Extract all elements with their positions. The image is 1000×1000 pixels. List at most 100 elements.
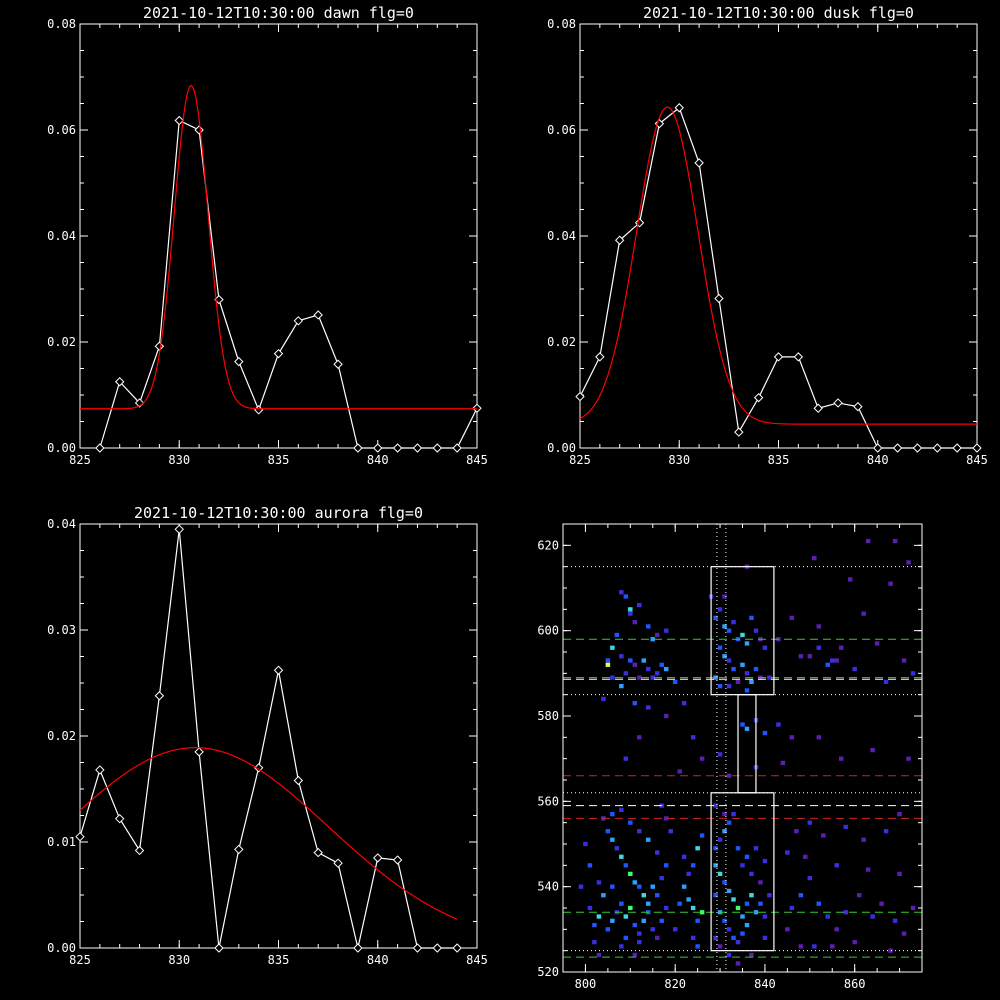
heatmap-cell (726, 820, 732, 825)
y-tick-label: 560 (537, 794, 559, 808)
heatmap-cell (677, 769, 682, 774)
data-point-marker (714, 293, 724, 304)
data-point-marker (595, 352, 605, 362)
heatmap-cell (650, 884, 655, 889)
heatmap-cell (762, 935, 768, 940)
heatmap-cell (821, 833, 826, 838)
x-tick-label: 825 (569, 453, 591, 467)
heatmap-cell (628, 607, 633, 612)
heatmap-cell (722, 624, 727, 629)
heatmap-cell (789, 905, 795, 911)
heatmap-cell (713, 893, 718, 898)
heatmap-cell (785, 850, 790, 855)
heatmap-cell (713, 803, 718, 808)
x-tick-label: 845 (466, 453, 488, 467)
heatmap-cell (628, 905, 633, 911)
heatmap-cell (614, 632, 620, 638)
heatmap-cell (910, 671, 916, 676)
heatmap-cell (807, 654, 813, 659)
heatmap-cell (619, 807, 624, 812)
heatmap-cell (803, 854, 808, 859)
heatmap-cell (632, 662, 638, 667)
heatmap-cell (865, 538, 871, 544)
heatmap-cell (856, 893, 862, 898)
heatmap-cell (767, 675, 772, 680)
fit-curve (80, 84, 477, 410)
heatmap-cell (628, 871, 633, 876)
heatmap-cell (807, 820, 813, 825)
heatmap-cell (753, 846, 759, 851)
heatmap-cell (726, 628, 732, 633)
heatmap-cell (722, 654, 727, 659)
heatmap-cell (722, 918, 727, 923)
heatmap-cell (610, 675, 615, 680)
heatmap-cell (695, 918, 700, 923)
data-point-marker (174, 115, 184, 126)
x-tick-label: 825 (69, 953, 91, 967)
heatmap-cell (654, 935, 660, 940)
heatmap-cell (901, 658, 907, 663)
data-point-marker (432, 443, 443, 453)
heatmap-cell (637, 829, 642, 834)
heatmap-cell (632, 922, 638, 928)
data-point-marker (674, 103, 684, 113)
heatmap-cell (888, 581, 893, 586)
x-tick-label: 860 (844, 977, 866, 991)
x-tick-label: 830 (168, 953, 190, 967)
data-point-marker (95, 443, 105, 453)
heatmap-cell (605, 658, 611, 663)
heatmap-cell (654, 893, 660, 898)
data-point-marker (452, 443, 462, 453)
y-tick-label: 0.02 (47, 335, 76, 349)
heatmap-cell (722, 594, 727, 599)
heatmap-cell (596, 880, 602, 885)
x-tick-label: 835 (768, 453, 790, 467)
heatmap-cell (870, 748, 875, 753)
y-tick-label: 0.01 (47, 835, 76, 849)
panel-3: 800 820 840 860 520 540 560 580 600 620 (537, 523, 923, 991)
heatmap-cell (753, 628, 759, 633)
heatmap-cell (816, 901, 822, 906)
heatmap-cell (744, 901, 750, 906)
data-point-marker (614, 235, 625, 245)
data-point-marker (793, 352, 804, 362)
y-tick-label: 0.06 (47, 123, 76, 137)
data-point-marker (174, 524, 184, 535)
y-tick-label: 520 (537, 965, 559, 979)
data-point-marker (773, 352, 784, 362)
heatmap-cell (632, 952, 638, 958)
heatmap-cell (654, 632, 660, 638)
heatmap-cell (762, 730, 768, 736)
heatmap-cell (619, 901, 624, 906)
heatmap-cell (686, 871, 691, 876)
heatmap-cell (726, 773, 732, 778)
heatmap-cell (663, 713, 669, 719)
data-point-marker (813, 403, 823, 413)
x-tick-label: 835 (268, 453, 290, 467)
heatmap-cell (780, 760, 786, 766)
heatmap-cell (812, 944, 817, 949)
heatmap-cell (628, 820, 633, 825)
heatmap-cell (623, 863, 629, 868)
heatmap-cell (713, 846, 718, 851)
data-point-marker (253, 763, 264, 773)
data-line (99, 119, 478, 449)
heatmap-cell (722, 812, 727, 817)
heatmap-cell (632, 880, 638, 885)
heatmap-cell (659, 876, 664, 881)
heatmap-cell (883, 679, 889, 684)
heatmap-cell (637, 602, 642, 608)
heatmap-cell (892, 538, 898, 544)
data-point-marker (912, 443, 923, 453)
y-tick-label: 540 (537, 880, 559, 894)
heatmap-cell (583, 841, 588, 847)
data-point-marker (392, 855, 403, 865)
heatmap-cell (735, 679, 741, 684)
heatmap-cell (619, 684, 624, 689)
heatmap-cell (735, 961, 741, 966)
x-tick-label: 845 (966, 453, 988, 467)
data-point-marker (353, 943, 363, 953)
heatmap-cell (744, 671, 750, 676)
data-point-marker (313, 310, 323, 320)
data-point-marker (273, 665, 284, 675)
